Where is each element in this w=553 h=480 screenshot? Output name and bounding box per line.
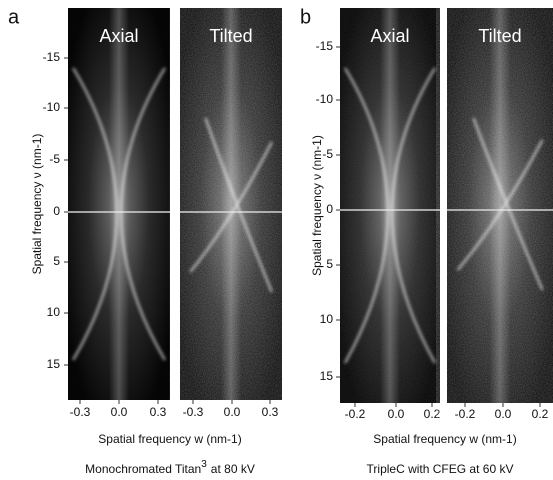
image-title: Axial — [370, 26, 409, 46]
curve — [204, 117, 273, 293]
x-tick-label: -0.2 — [345, 407, 366, 421]
panel-label: b — [300, 6, 311, 28]
image-curves — [72, 67, 166, 361]
y-tick-label: -15 — [43, 50, 61, 64]
image-noise — [340, 8, 440, 403]
y-tick-label: 15 — [47, 357, 61, 371]
y-tick-label: -10 — [43, 100, 61, 114]
caption-text: TripleC with CFEG at 60 kV — [367, 462, 514, 476]
y-tick-label: 10 — [320, 312, 334, 326]
y-tick-label: 0 — [326, 202, 333, 216]
image-curves — [189, 117, 273, 293]
x-tick-label: 0.0 — [224, 405, 241, 419]
curve — [344, 67, 389, 364]
curve — [72, 67, 118, 361]
curve — [391, 67, 436, 364]
y-tick-label: 0 — [53, 204, 60, 218]
image-title: Tilted — [478, 26, 521, 46]
x-axis-label: Spatial frequency w (nm-1) — [373, 432, 516, 446]
y-tick-label: -10 — [316, 92, 334, 106]
caption-suffix: at 80 kV — [211, 462, 255, 476]
image-noise — [180, 8, 282, 400]
caption-superscript: 3 — [201, 459, 207, 470]
x-axis-label: Spatial frequency w (nm-1) — [98, 432, 241, 446]
image-streak — [68, 8, 170, 400]
y-axis-label: Spatial frequency ν (nm-1) — [310, 135, 324, 276]
image-curves — [344, 67, 436, 364]
x-tick-label: 0.2 — [532, 407, 549, 421]
x-tick-label: -0.2 — [455, 407, 476, 421]
y-tick-label: -5 — [49, 152, 60, 166]
y-tick-label: 10 — [47, 305, 61, 319]
curve — [120, 67, 166, 361]
y-tick-label: -15 — [316, 39, 334, 53]
curve — [472, 117, 544, 291]
image-noise — [447, 8, 553, 403]
caption: TripleC with CFEG at 60 kV — [367, 462, 514, 476]
x-tick-label: 0.0 — [495, 407, 512, 421]
y-axis-label: Spatial frequency ν (nm-1) — [30, 134, 44, 275]
curve — [456, 139, 544, 271]
x-tick-label: 0.3 — [262, 405, 279, 419]
image-title: Tilted — [209, 26, 252, 46]
image-title: Axial — [99, 26, 138, 46]
y-tick-label: 5 — [326, 257, 333, 271]
x-tick-label: 0.2 — [424, 407, 441, 421]
panel-label: a — [8, 6, 20, 28]
x-tick-label: 0.0 — [111, 405, 128, 419]
x-tick-label: -0.3 — [183, 405, 204, 419]
y-tick-label: -5 — [322, 147, 333, 161]
x-tick-label: -0.3 — [70, 405, 91, 419]
y-tick-label: 5 — [53, 254, 60, 268]
image-curves — [456, 117, 544, 291]
curve — [189, 141, 273, 273]
caption: Monochromated Titan3 at 80 kV — [85, 459, 255, 477]
x-tick-label: 0.0 — [388, 407, 405, 421]
x-tick-label: 0.3 — [150, 405, 167, 419]
y-tick-label: 15 — [320, 369, 334, 383]
caption-text: Monochromated Titan — [85, 462, 201, 476]
